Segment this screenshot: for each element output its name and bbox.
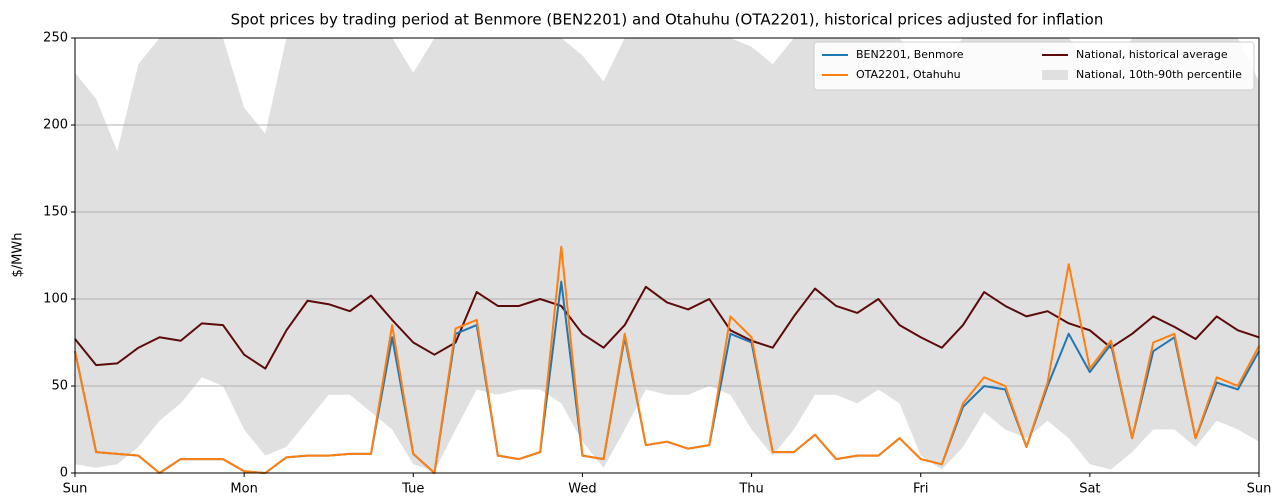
x-tick-label: Sun [1247, 482, 1272, 497]
y-tick-label: 50 [51, 379, 68, 394]
legend-label: BEN2201, Benmore [856, 48, 964, 61]
x-tick-label: Thu [738, 482, 763, 497]
series-line [74, 285, 1260, 370]
y-tick-label: 0 [60, 466, 68, 481]
y-tick-label: 250 [43, 31, 68, 46]
x-tick-label: Sun [63, 482, 88, 497]
legend-label: National, historical average [1076, 48, 1228, 61]
y-tick-label: 150 [43, 205, 68, 220]
x-tick-label: Fri [913, 482, 929, 497]
x-tick-label: Mon [230, 482, 257, 497]
legend: BEN2201, Benmore OTA2201, Otahuhu National… [813, 41, 1255, 91]
plot-frame [74, 37, 1260, 474]
legend-swatch [1042, 70, 1068, 80]
x-tick-label: Sat [1079, 482, 1100, 497]
legend-label: OTA2201, Otahuhu [856, 68, 961, 81]
y-tick-label: 100 [43, 292, 68, 307]
y-axis-label: $/MWh [11, 233, 26, 278]
chart-title: Spot prices by trading period at Benmore… [231, 11, 1104, 29]
x-tick-label: Tue [401, 482, 424, 497]
legend-box [813, 41, 1255, 91]
y-tick-label: 200 [43, 118, 68, 133]
percentile-band [75, 38, 1259, 472]
legend-label: National, 10th-90th percentile [1076, 68, 1242, 81]
x-tick-label: Wed [568, 482, 596, 497]
series-line [74, 245, 1260, 474]
